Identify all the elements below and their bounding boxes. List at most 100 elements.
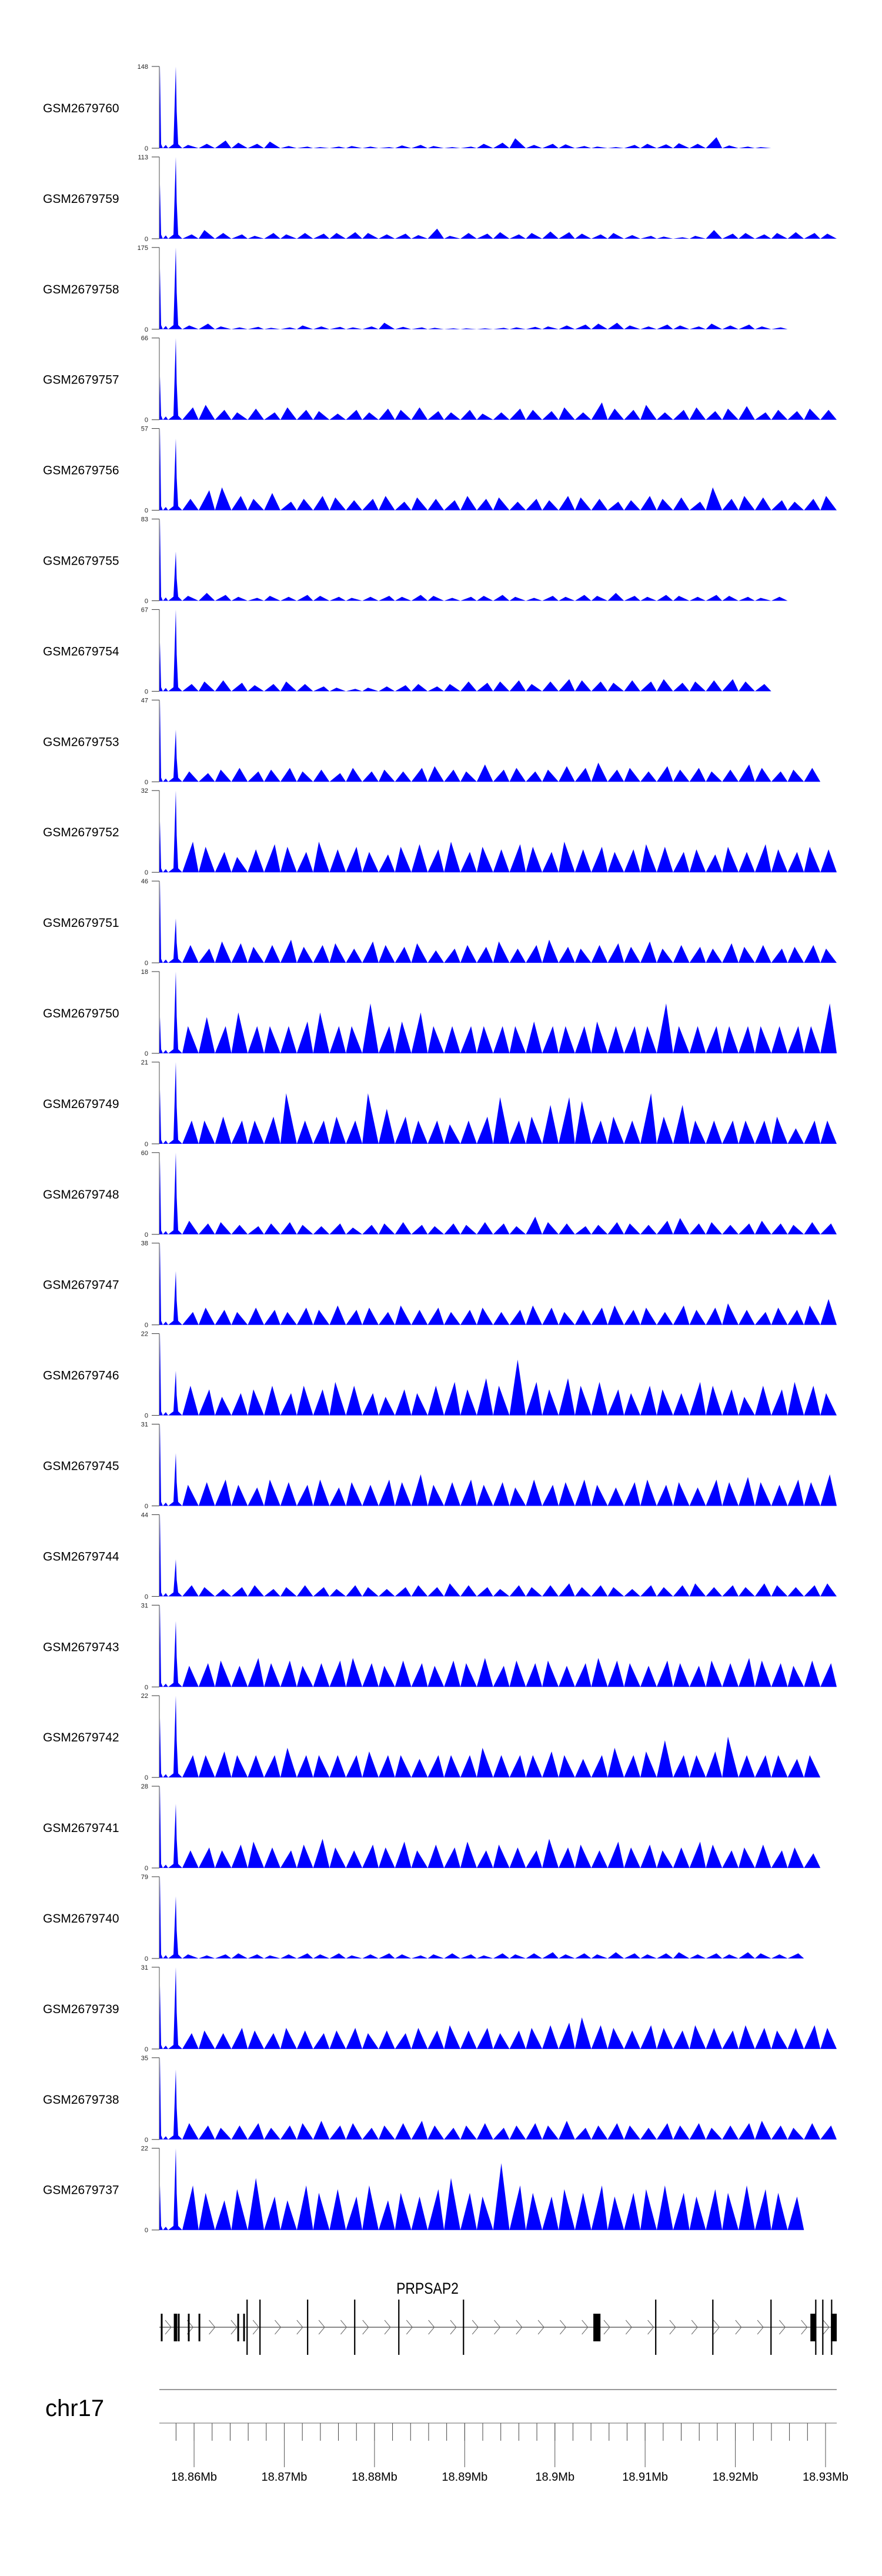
exon [712,2300,714,2355]
y-tick-label-max: 148 [138,64,148,71]
x-tick-label: 18.86Mb [171,2471,217,2484]
track-label: GSM2679747 [43,1279,119,1292]
coverage-track: GSM2679756 57 0 [43,426,837,515]
coverage-track: GSM2679754 67 0 [43,606,837,695]
y-tick-label-max: 32 [141,788,148,795]
coverage-area [159,338,837,420]
coverage-area [159,428,837,510]
strand-arrow-icon [406,2320,413,2335]
y-tick-label-zero: 0 [145,1593,148,1600]
exon [198,2314,201,2341]
coverage-area [159,609,837,692]
strand-arrow-icon [516,2320,523,2335]
track-label: GSM2679742 [43,1731,119,1744]
x-tick-label: 18.88Mb [352,2471,397,2484]
exon [188,2314,190,2341]
exon [398,2300,400,2355]
exon [655,2300,657,2355]
strand-arrow-icon [757,2320,764,2335]
x-tick-label: 18.87Mb [262,2471,308,2484]
x-tick-label: 18.89Mb [442,2471,487,2484]
track-label: GSM2679743 [43,1640,119,1654]
track-label: GSM2679745 [43,1460,119,1473]
track-label: GSM2679758 [43,283,119,296]
y-tick-label-max: 22 [141,1331,148,1338]
y-tick-label-zero: 0 [145,1956,148,1963]
coverage-area [159,700,837,782]
strand-arrow-icon [801,2320,808,2335]
strand-arrow-icon [340,2320,348,2335]
y-tick-label-max: 28 [141,1783,148,1790]
track-label: GSM2679738 [43,2093,119,2107]
coverage-area [159,1333,837,1416]
track-label: GSM2679759 [43,192,119,206]
exon [246,2300,248,2355]
gene-track: PRPSAP2 [159,2280,837,2355]
track-label: GSM2679750 [43,1007,119,1020]
coverage-track: GSM2679749 21 0 [43,1059,837,1148]
strand-arrow-icon [472,2320,479,2335]
y-tick-label-zero: 0 [145,598,148,605]
track-label: GSM2679749 [43,1097,119,1111]
y-tick-label-zero: 0 [145,2046,148,2053]
strand-arrow-icon [275,2320,282,2335]
strand-arrow-icon [230,2320,238,2335]
strand-arrow-icon [362,2320,369,2335]
x-tick-label: 18.91Mb [622,2471,668,2484]
strand-arrow-icon [603,2320,610,2335]
y-tick-label-max: 60 [141,1150,148,1157]
track-label: GSM2679753 [43,735,119,749]
coverage-track: GSM2679742 22 0 [43,1693,837,1781]
coverage-track: GSM2679755 83 0 [43,516,837,605]
x-tick-label: 18.93Mb [803,2471,848,2484]
strand-arrow-icon [428,2320,435,2335]
exon [354,2300,356,2355]
exon [259,2300,261,2355]
y-tick-label-max: 31 [141,1602,148,1609]
coverage-area [159,519,837,601]
exon [593,2314,601,2341]
x-tick-label: 18.9Mb [535,2471,574,2484]
y-tick-label-zero: 0 [145,145,148,152]
coverage-track: GSM2679745 31 0 [43,1422,837,1510]
y-tick-label-max: 44 [141,1511,148,1519]
coverage-area [159,1877,837,1958]
coverage-track: GSM2679751 46 0 [43,878,837,967]
y-tick-label-max: 57 [141,426,148,433]
x-tick-label: 18.92Mb [713,2471,759,2484]
exon [463,2300,465,2355]
y-tick-label-zero: 0 [145,779,148,786]
y-tick-label-zero: 0 [145,1865,148,1872]
exon [822,2300,824,2355]
track-label: GSM2679737 [43,2184,119,2197]
coverage-track: GSM2679737 22 0 [43,2145,837,2234]
coverage-track: GSM2679747 38 0 [43,1240,837,1329]
coverage-track: GSM2679757 66 0 [43,335,837,424]
genome-axis: chr17 18.86Mb 18.87Mb 18.88Mb 18.89Mb 18.9Mb 1… [45,2389,848,2484]
strand-arrow-icon [735,2320,742,2335]
y-tick-label-max: 22 [141,2145,148,2153]
strand-arrow-icon [713,2320,720,2335]
y-tick-label-zero: 0 [145,236,148,243]
coverage-area [159,1514,837,1597]
coverage-area [159,1786,837,1868]
y-tick-label-zero: 0 [145,688,148,695]
coverage-track: GSM2679746 22 0 [43,1331,837,1420]
y-tick-label-zero: 0 [145,960,148,967]
track-label: GSM2679739 [43,2003,119,2016]
exon [243,2314,245,2341]
exon [831,2314,837,2341]
coverage-track: GSM2679740 79 0 [43,1874,837,1963]
y-tick-label-zero: 0 [145,1050,148,1057]
strand-arrow-icon [494,2320,501,2335]
track-label: GSM2679756 [43,464,119,478]
coverage-area [159,972,837,1053]
coverage-track: GSM2679744 44 0 [43,1511,837,1600]
y-tick-label-max: 31 [141,1964,148,1971]
y-tick-label-max: 47 [141,697,148,704]
coverage-track: GSM2679741 28 0 [43,1783,837,1872]
exon [237,2314,239,2341]
coverage-track: GSM2679752 32 0 [43,788,837,876]
y-tick-label-zero: 0 [145,2227,148,2234]
track-label: GSM2679751 [43,916,119,930]
